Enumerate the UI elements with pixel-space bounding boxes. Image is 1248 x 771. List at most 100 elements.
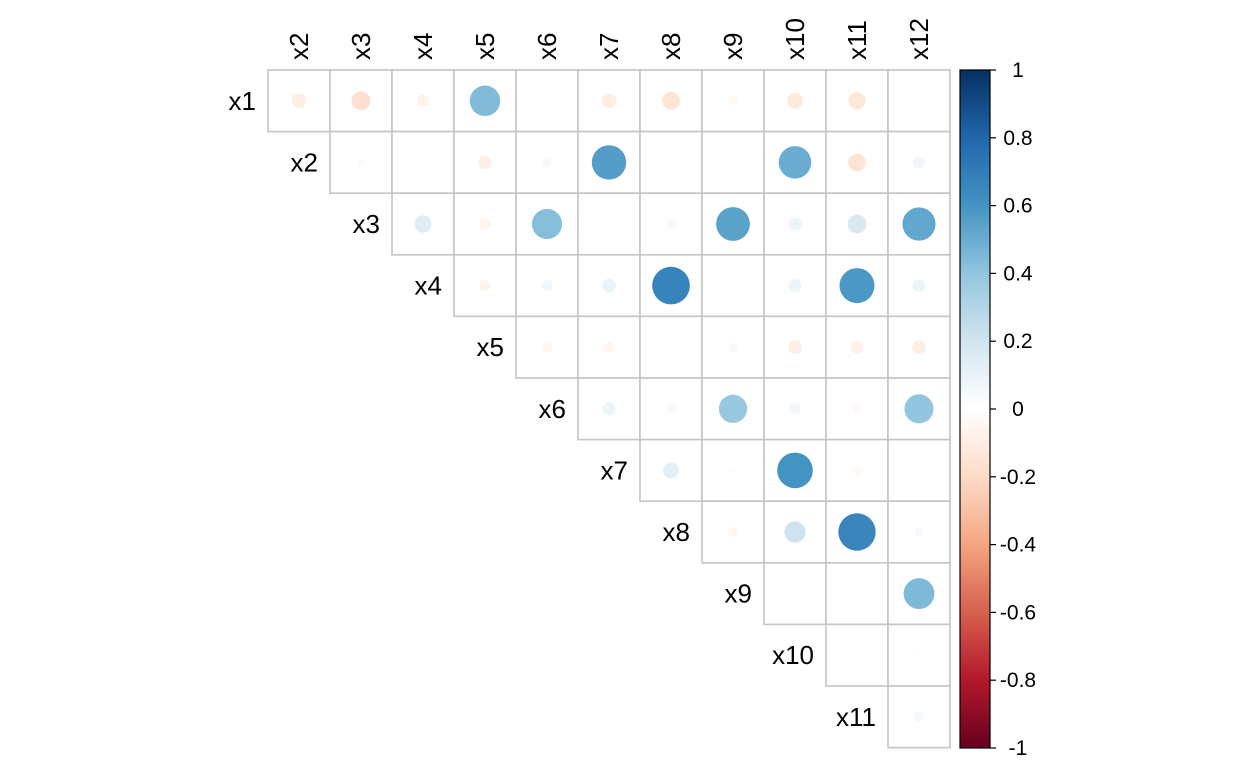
col-label-x9: x9: [718, 33, 748, 60]
col-label-x2: x2: [284, 33, 314, 60]
corr-circle-x5-x7: [603, 342, 615, 353]
corr-circle-x1-x12: [916, 98, 922, 104]
color-legend: 1 0.8 0.6 0.4 0.2 0 -0.2 -0.4 -0.6 -0.8 -1: [959, 59, 1036, 760]
color-legend-ticks: 1 0.8 0.6 0.4 0.2 0 -0.2 -0.4 -0.6 -0.8 -1: [990, 59, 1036, 760]
color-legend-tick-label: -0.2: [1000, 466, 1036, 489]
cell-x2-x9: [701, 130, 765, 195]
cell-x3-x6: [515, 192, 579, 256]
corr-circle-x3-x12: [902, 207, 936, 241]
corr-circle-x1-x8: [662, 91, 680, 110]
row-labels: x1 x2 x3 x4 x5 x6 x7 x8 x9 x10 x11: [229, 86, 876, 732]
corr-circle-x6-x10: [789, 403, 801, 415]
corr-circle-x6-x9: [718, 394, 748, 423]
corr-circle-x4-x11: [839, 268, 875, 304]
color-legend-tick-label: -0.6: [1000, 601, 1036, 624]
corr-circle-x1-x5: [469, 85, 501, 117]
row-label-x8: x8: [663, 517, 690, 547]
row-label-x9: x9: [725, 579, 752, 609]
corr-circle-x5-x12: [912, 340, 926, 355]
row-label-x5: x5: [477, 332, 504, 362]
corr-circle-x3-x6: [531, 208, 563, 240]
corr-circle-x1-x10: [787, 92, 803, 109]
corr-circle-x8-x9: [727, 526, 739, 538]
cell-x2-x6: [515, 130, 579, 195]
corr-circle-x1-x11: [848, 92, 866, 110]
col-label-x4: x4: [408, 33, 438, 60]
corr-circle-x8-x10: [784, 521, 806, 543]
col-label-x7: x7: [594, 33, 624, 60]
row-label-x11: x11: [836, 702, 876, 732]
col-label-x8: x8: [656, 33, 686, 60]
cell-x1-x10: [763, 69, 827, 133]
corr-circle-x7-x11: [852, 465, 862, 475]
corr-circle-x4-x8: [652, 266, 690, 305]
col-label-x10: x10: [780, 18, 810, 60]
corr-circle-x5-x11: [850, 340, 864, 354]
col-label-x11: x11: [842, 20, 872, 60]
corr-circle-x6-x11: [852, 404, 862, 414]
cell-x1-x6: [515, 69, 579, 133]
corr-circle-x3-x8: [665, 218, 677, 230]
corr-circle-x9-x11: [854, 591, 860, 596]
corr-circle-x6-x12: [904, 394, 934, 424]
corr-circle-x8-x11: [838, 513, 876, 551]
corr-circle-x2-x8: [668, 160, 674, 165]
row-label-x10: x10: [772, 640, 814, 670]
corr-circle-x7-x9: [729, 467, 737, 474]
corr-circle-x5-x9: [728, 342, 738, 352]
row-label-x7: x7: [601, 455, 628, 485]
color-legend-tick-label: 0: [1012, 398, 1024, 421]
corr-circle-x3-x5: [479, 218, 491, 230]
corr-circle-x2-x10: [778, 146, 812, 179]
color-legend-tick-label: 0.6: [1003, 195, 1032, 218]
corr-circle-x11-x12: [913, 711, 925, 722]
corr-circle-x2-x5: [478, 155, 492, 170]
row-label-x6: x6: [539, 394, 566, 424]
corr-circle-x1-x7: [601, 93, 617, 109]
corr-circle-x7-x12: [916, 468, 922, 473]
corr-circle-x6-x8: [666, 404, 676, 414]
corr-circle-x4-x10: [788, 279, 802, 293]
col-label-x5: x5: [470, 33, 500, 60]
corr-circle-x4-x5: [479, 279, 491, 292]
corr-circle-x5-x6: [541, 342, 553, 353]
corr-circle-x4-x7: [602, 278, 616, 293]
corr-circle-x3-x10: [788, 217, 802, 231]
corr-circle-x1-x4: [416, 94, 430, 107]
corr-circle-x1-x2: [291, 93, 307, 109]
corr-circle-x6-x7: [602, 402, 616, 416]
corr-circle-x3-x4: [414, 215, 432, 233]
corr-circle-x4-x9: [730, 283, 736, 288]
color-legend-tick-label: -1: [1009, 737, 1028, 760]
corr-circle-x2-x6: [542, 157, 552, 167]
col-label-x3: x3: [346, 33, 376, 60]
corr-circle-x2-x11: [848, 153, 866, 172]
corr-circle-x3-x11: [847, 214, 867, 234]
corr-circle-x7-x8: [663, 462, 679, 479]
corr-circle-x2-x12: [912, 156, 926, 169]
corr-circle-x5-x8: [668, 344, 674, 350]
color-legend-tick-label: 0.2: [1003, 330, 1032, 353]
color-legend-tick-label: 0.8: [1003, 127, 1032, 150]
color-legend-tick-label: -0.4: [1000, 534, 1037, 557]
corr-circle-x3-x9: [716, 207, 750, 241]
corr-circle-x7-x10: [777, 452, 813, 489]
cell-x9-x10: [763, 561, 827, 626]
corr-circle-x1-x9: [728, 96, 738, 106]
corr-circle-x9-x12: [903, 578, 935, 610]
corr-circle-x4-x12: [912, 279, 926, 293]
col-label-x12: x12: [904, 18, 934, 60]
row-label-x3: x3: [353, 209, 380, 239]
column-labels: x2 x3 x4 x5 x6 x7 x8 x9 x10 x11 x12: [284, 18, 934, 60]
corr-circle-x2-x3: [357, 158, 365, 167]
corr-circle-x1-x3: [351, 91, 371, 111]
cell-x10-x11: [825, 623, 889, 687]
corr-circle-x2-x4: [420, 160, 426, 165]
color-legend-tick-label: 1: [1012, 59, 1024, 82]
corr-circle-x4-x6: [541, 279, 553, 292]
color-legend-tick-label: -0.8: [1000, 669, 1036, 692]
cell-grid: [267, 69, 951, 749]
corr-circle-x5-x10: [788, 340, 802, 355]
corr-circle-x10-x12: [915, 651, 923, 659]
